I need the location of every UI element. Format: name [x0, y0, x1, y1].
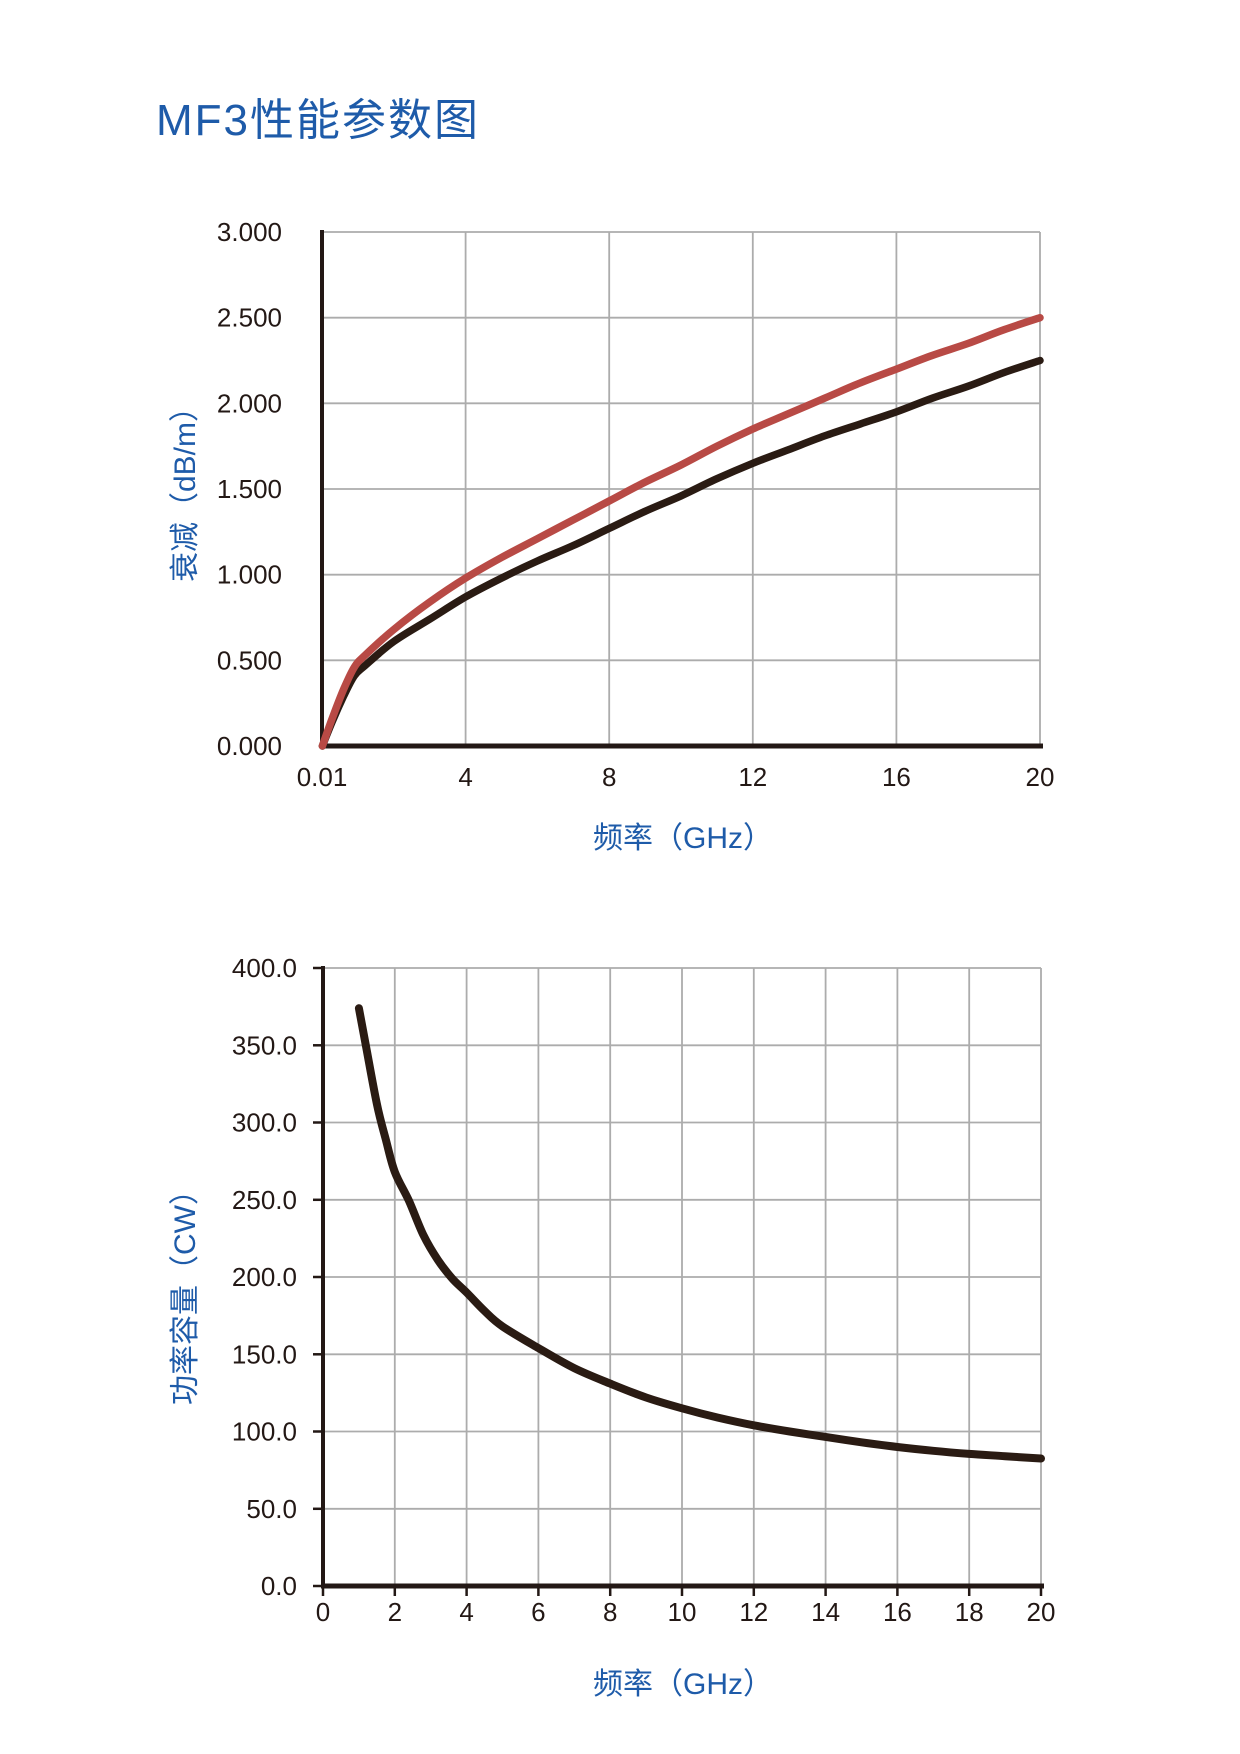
x-tick-label: 16 — [882, 762, 911, 792]
y-tick-label: 150.0 — [232, 1339, 297, 1369]
y-tick-label: 100.0 — [232, 1417, 297, 1447]
y-tick-label: 200.0 — [232, 1262, 297, 1292]
x-tick-label: 0 — [316, 1597, 330, 1627]
power-capacity-curve — [354, 1004, 1045, 1463]
attenuation-lower-black-curve — [318, 356, 1044, 750]
y-tick-label: 3.000 — [217, 217, 282, 247]
x-tick-label: 2 — [388, 1597, 402, 1627]
x-tick-label: 12 — [738, 762, 767, 792]
attenuation-y-axis-title: 衰减（dB/m） — [169, 391, 202, 583]
x-tick-label: 20 — [1026, 762, 1055, 792]
page-title: MF3性能参数图 — [156, 96, 480, 145]
power-x-axis-title: 频率（GHz） — [593, 1668, 773, 1701]
attenuation-upper-red-curve — [318, 313, 1044, 750]
x-tick-label: 14 — [811, 1597, 840, 1627]
y-tick-label: 300.0 — [232, 1108, 297, 1138]
x-tick-label: 6 — [531, 1597, 545, 1627]
y-tick-label: 0.000 — [217, 731, 282, 761]
x-tick-label: 16 — [883, 1597, 912, 1627]
y-tick-label: 350.0 — [232, 1030, 297, 1060]
y-tick-label: 50.0 — [246, 1494, 297, 1524]
y-tick-label: 0.500 — [217, 645, 282, 675]
power-y-axis-title: 功率容量（CW） — [169, 1175, 202, 1405]
x-tick-label: 18 — [955, 1597, 984, 1627]
attenuation-vs-frequency: 0.000 0.500 1.000 1.500 2.000 2.500 3.000 0.01 4… — [217, 217, 1055, 792]
y-tick-label: 0.0 — [261, 1571, 297, 1601]
y-tick-label: 2.000 — [217, 388, 282, 418]
x-tick-label: 12 — [739, 1597, 768, 1627]
x-tick-label: 8 — [603, 1597, 617, 1627]
x-tick-label: 20 — [1027, 1597, 1056, 1627]
y-tick-label: 2.500 — [217, 303, 282, 333]
x-tick-label: 4 — [458, 762, 472, 792]
x-tick-label: 10 — [668, 1597, 697, 1627]
y-tick-label: 250.0 — [232, 1185, 297, 1215]
x-tick-label: 0.01 — [297, 762, 348, 792]
power-capacity-vs-frequency: 0.0 50.0 100.0 150.0 200.0 250.0 300.0 350.0 400… — [232, 953, 1056, 1627]
y-tick-label: 1.500 — [217, 474, 282, 504]
y-tick-label: 1.000 — [217, 560, 282, 590]
y-tick-label: 400.0 — [232, 953, 297, 983]
x-tick-label: 8 — [602, 762, 616, 792]
attenuation-x-axis-title: 频率（GHz） — [593, 822, 773, 855]
x-tick-label: 4 — [459, 1597, 473, 1627]
